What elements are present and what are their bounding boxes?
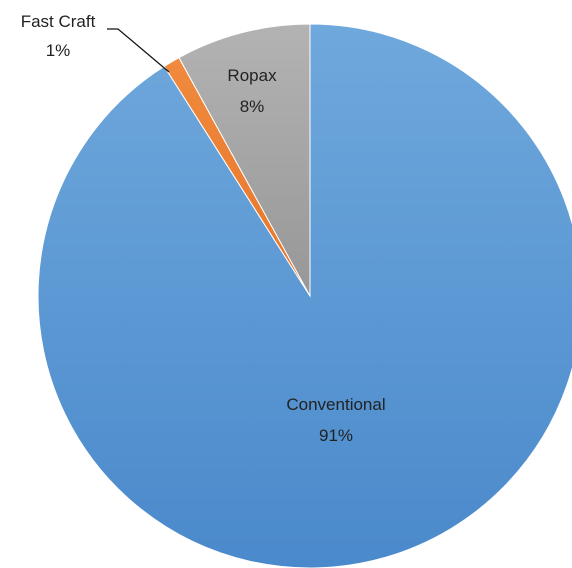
fast-craft-leader-line — [107, 28, 170, 73]
pie-slice-conventional — [37, 23, 572, 568]
slice-value-conventional: 91% — [319, 426, 353, 445]
pie-slice-ropax — [178, 23, 311, 297]
slice-label-conventional: Conventional — [286, 395, 385, 414]
slice-label-fast-craft: Fast Craft — [21, 12, 96, 31]
slice-value-ropax: 8% — [240, 97, 265, 116]
slice-value-fast-craft: 1% — [46, 41, 71, 60]
slice-label-ropax: Ropax — [227, 66, 277, 85]
